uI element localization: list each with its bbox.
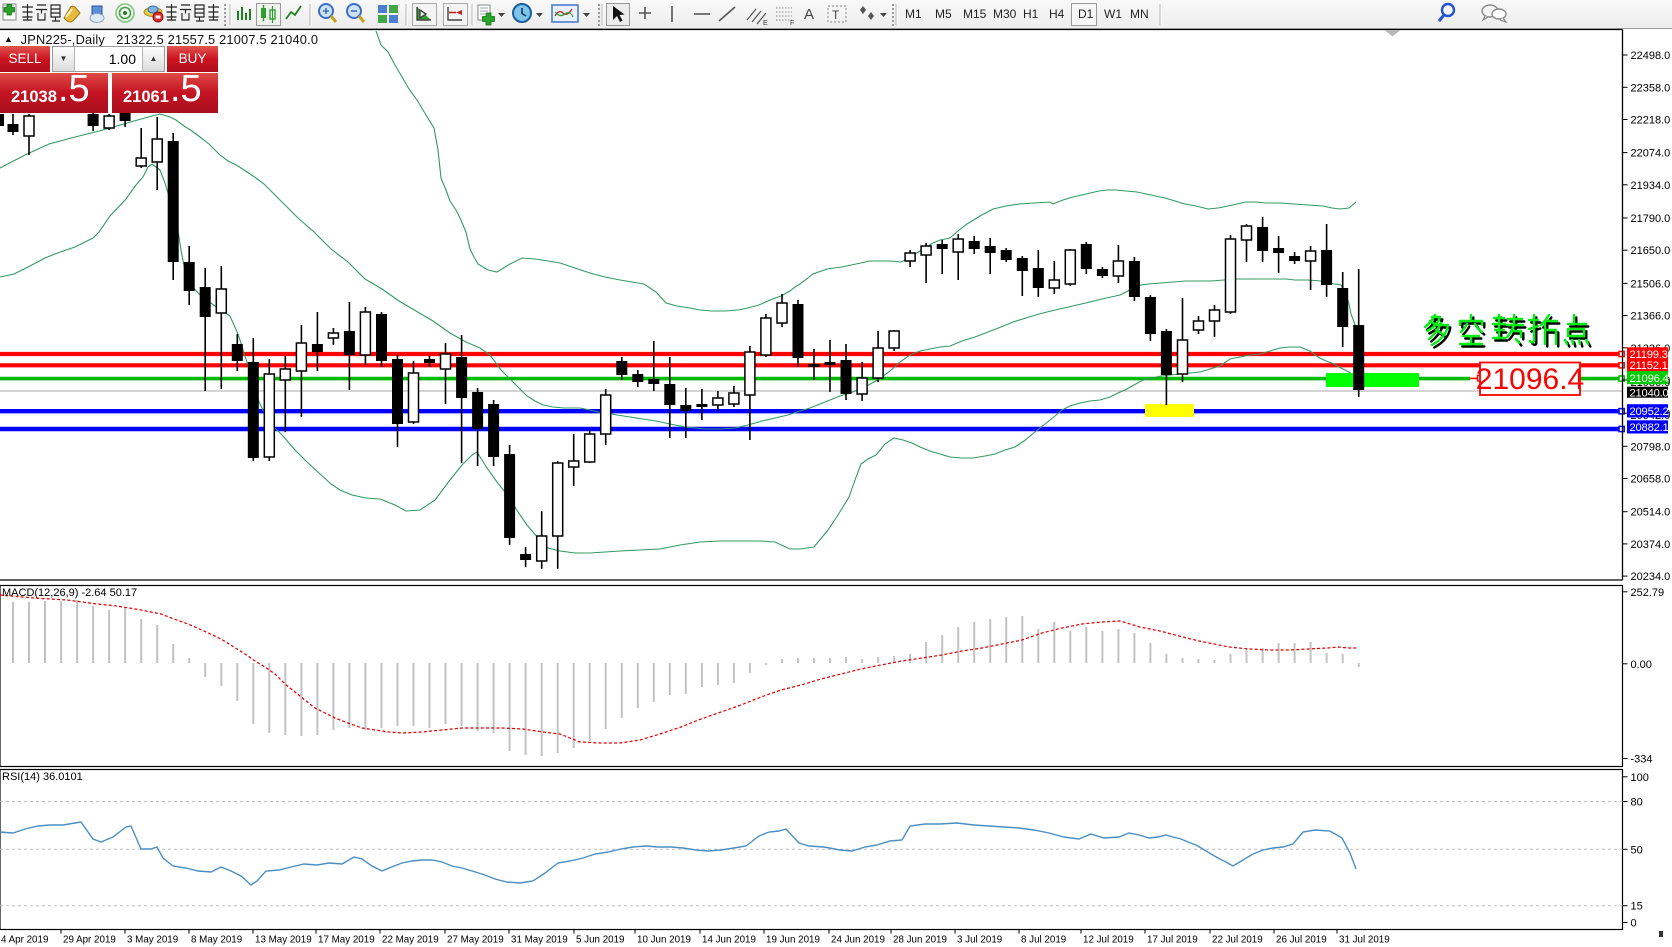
svg-text:20882.1: 20882.1 — [1630, 422, 1669, 434]
svg-text:22 Jul 2019: 22 Jul 2019 — [1212, 935, 1263, 946]
svg-text:20234.0: 20234.0 — [1631, 571, 1671, 583]
svg-text:21506.0: 21506.0 — [1631, 278, 1671, 290]
svg-text:28 Jun 2019: 28 Jun 2019 — [893, 935, 947, 946]
svg-text:D1: D1 — [1078, 7, 1094, 21]
svg-text:80: 80 — [1631, 797, 1643, 809]
svg-text:21199.3: 21199.3 — [1630, 349, 1668, 361]
svg-text:21040.0: 21040.0 — [1630, 387, 1669, 399]
svg-text:5 Jun 2019: 5 Jun 2019 — [576, 935, 624, 946]
svg-text:29 Apr 2019: 29 Apr 2019 — [63, 935, 116, 946]
svg-text:3 Jul 2019: 3 Jul 2019 — [957, 935, 1002, 946]
svg-text:19 Jun 2019: 19 Jun 2019 — [766, 935, 820, 946]
svg-text:0.00: 0.00 — [1631, 659, 1652, 671]
svg-text:252.79: 252.79 — [1631, 587, 1665, 599]
svg-text:10 Jun 2019: 10 Jun 2019 — [637, 935, 691, 946]
svg-text:50: 50 — [1631, 844, 1643, 856]
svg-text:31 May 2019: 31 May 2019 — [511, 935, 568, 946]
svg-text:-334: -334 — [1631, 754, 1653, 766]
svg-text:14 Jun 2019: 14 Jun 2019 — [702, 935, 756, 946]
svg-text:M15: M15 — [963, 7, 987, 21]
svg-text:31 Jul 2019: 31 Jul 2019 — [1339, 935, 1390, 946]
svg-text:22 May 2019: 22 May 2019 — [382, 935, 439, 946]
svg-text:21650.0: 21650.0 — [1631, 245, 1671, 257]
svg-text:21152.1: 21152.1 — [1630, 360, 1668, 372]
svg-text:13 May 2019: 13 May 2019 — [255, 935, 312, 946]
svg-text:21096.4: 21096.4 — [1630, 373, 1669, 385]
svg-text:17 May 2019: 17 May 2019 — [318, 935, 375, 946]
svg-text:0: 0 — [1631, 918, 1637, 930]
svg-text:12 Jul 2019: 12 Jul 2019 — [1083, 935, 1134, 946]
svg-text:F: F — [790, 20, 794, 27]
svg-text:H4: H4 — [1049, 7, 1065, 21]
svg-text:W1: W1 — [1104, 7, 1122, 21]
svg-text:H1: H1 — [1023, 7, 1039, 21]
svg-text:T: T — [832, 8, 840, 22]
svg-text:MACD(12,26,9) -2.64 50.17: MACD(12,26,9) -2.64 50.17 — [2, 587, 137, 599]
svg-text:4 Apr 2019: 4 Apr 2019 — [1, 935, 48, 946]
svg-text:21096.4: 21096.4 — [1476, 363, 1584, 396]
svg-text:M30: M30 — [993, 7, 1017, 21]
svg-text:26 Jul 2019: 26 Jul 2019 — [1276, 935, 1327, 946]
svg-text:20374.0: 20374.0 — [1631, 539, 1671, 551]
svg-text:A: A — [804, 6, 814, 23]
svg-text:21790.0: 21790.0 — [1631, 213, 1671, 225]
svg-text:E: E — [763, 20, 768, 27]
svg-text:21934.0: 21934.0 — [1631, 180, 1671, 192]
svg-text:8 Jul 2019: 8 Jul 2019 — [1021, 935, 1066, 946]
svg-text:27 May 2019: 27 May 2019 — [447, 935, 504, 946]
svg-text:M1: M1 — [905, 7, 922, 21]
svg-text:22498.0: 22498.0 — [1631, 50, 1671, 62]
svg-text:22218.0: 22218.0 — [1631, 115, 1671, 127]
svg-text:100: 100 — [1631, 772, 1649, 784]
svg-text:MN: MN — [1130, 7, 1149, 21]
svg-text:20952.2: 20952.2 — [1630, 406, 1669, 418]
svg-text:RSI(14) 36.0101: RSI(14) 36.0101 — [2, 771, 83, 783]
svg-text:17 Jul 2019: 17 Jul 2019 — [1147, 935, 1198, 946]
svg-text:15: 15 — [1631, 901, 1643, 913]
svg-text:M5: M5 — [935, 7, 952, 21]
svg-text:8 May 2019: 8 May 2019 — [191, 935, 242, 946]
svg-text:21366.0: 21366.0 — [1631, 311, 1671, 323]
svg-text:22074.0: 22074.0 — [1631, 148, 1671, 160]
svg-text:3 May 2019: 3 May 2019 — [127, 935, 178, 946]
svg-text:24 Jun 2019: 24 Jun 2019 — [831, 935, 885, 946]
svg-text:20658.0: 20658.0 — [1631, 474, 1671, 486]
svg-text:22358.0: 22358.0 — [1631, 82, 1671, 94]
svg-text:20514.0: 20514.0 — [1631, 507, 1671, 519]
svg-text:20798.0: 20798.0 — [1631, 441, 1671, 453]
